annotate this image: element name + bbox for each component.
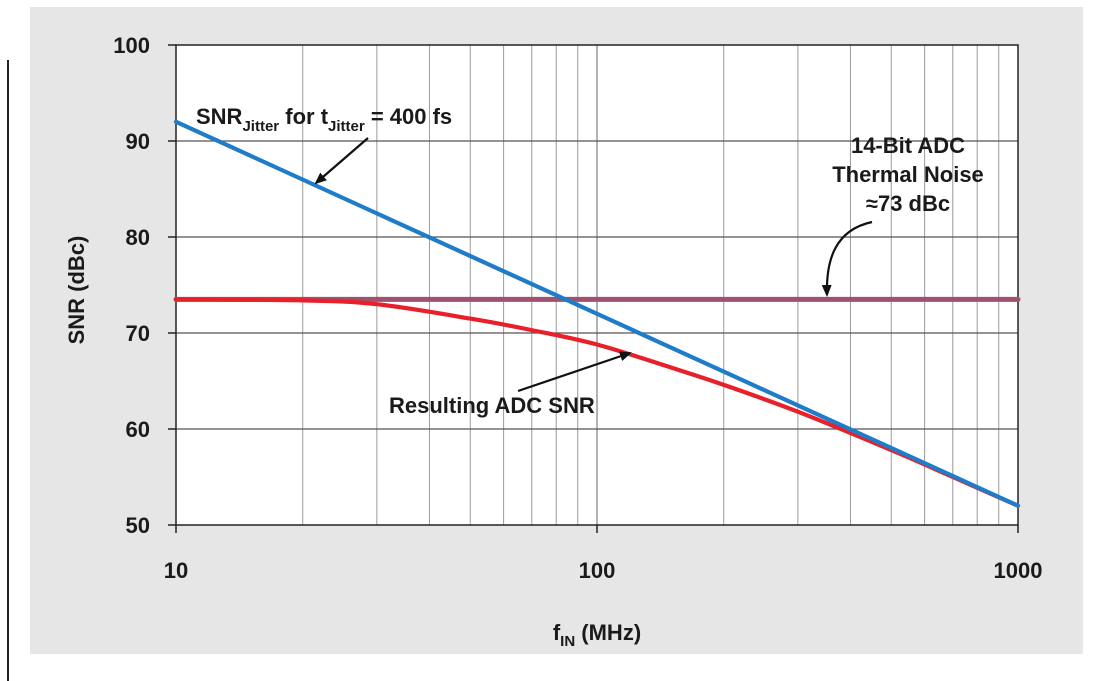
thermal-annotation-line2: Thermal Noise <box>832 162 984 187</box>
jitter-series-line <box>173 119 1021 508</box>
jitter-annotation: SNRJitter for tJitter = 400 fs <box>196 104 452 135</box>
grid <box>176 45 1018 525</box>
x-axis-label: fIN (MHz) <box>553 620 641 650</box>
tick-labels: 10 100 1000 50 60 70 80 90 100 <box>113 33 1042 583</box>
x-tick-label: 100 <box>579 558 616 583</box>
page-left-rule <box>7 60 9 681</box>
jitter-arrow <box>314 137 369 185</box>
x-tick-label: 1000 <box>994 558 1043 583</box>
resulting-annotation: Resulting ADC SNR <box>389 393 595 418</box>
y-axis-label: SNR (dBc) <box>64 236 89 345</box>
y-tick-label: 100 <box>113 33 150 58</box>
resulting-arrow <box>517 351 632 393</box>
y-tick-label: 80 <box>126 225 150 250</box>
y-tick-label: 90 <box>126 129 150 154</box>
x-tick-label: 10 <box>164 558 188 583</box>
thermal-annotation-line3: ≈73 dBc <box>866 191 950 216</box>
thermal-annotation-line1: 14-Bit ADC <box>851 133 965 158</box>
thermal-arrow <box>821 220 873 297</box>
y-tick-label: 50 <box>126 513 150 538</box>
y-tick-label: 70 <box>126 321 150 346</box>
y-tick-label: 60 <box>126 417 150 442</box>
